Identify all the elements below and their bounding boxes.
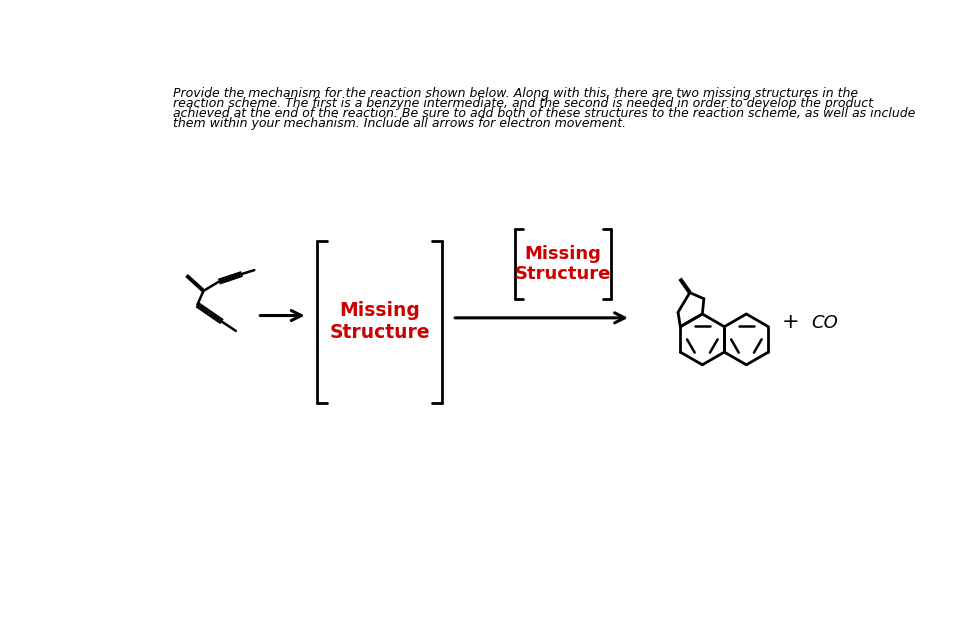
Text: CO: CO: [811, 314, 837, 332]
Text: Provide the mechanism for the reaction shown below. Along with this, there are t: Provide the mechanism for the reaction s…: [173, 87, 857, 100]
Text: Missing
Structure: Missing Structure: [329, 301, 430, 342]
Text: them within your mechanism. Include all arrows for electron movement.: them within your mechanism. Include all …: [173, 117, 626, 130]
Text: reaction scheme. The first is a benzyne intermediate, and the second is needed i: reaction scheme. The first is a benzyne …: [173, 97, 872, 110]
Text: +: +: [781, 312, 799, 332]
Text: Missing
Structure: Missing Structure: [514, 245, 610, 283]
Text: achieved at the end of the reaction. Be sure to add both of these structures to : achieved at the end of the reaction. Be …: [173, 107, 914, 120]
